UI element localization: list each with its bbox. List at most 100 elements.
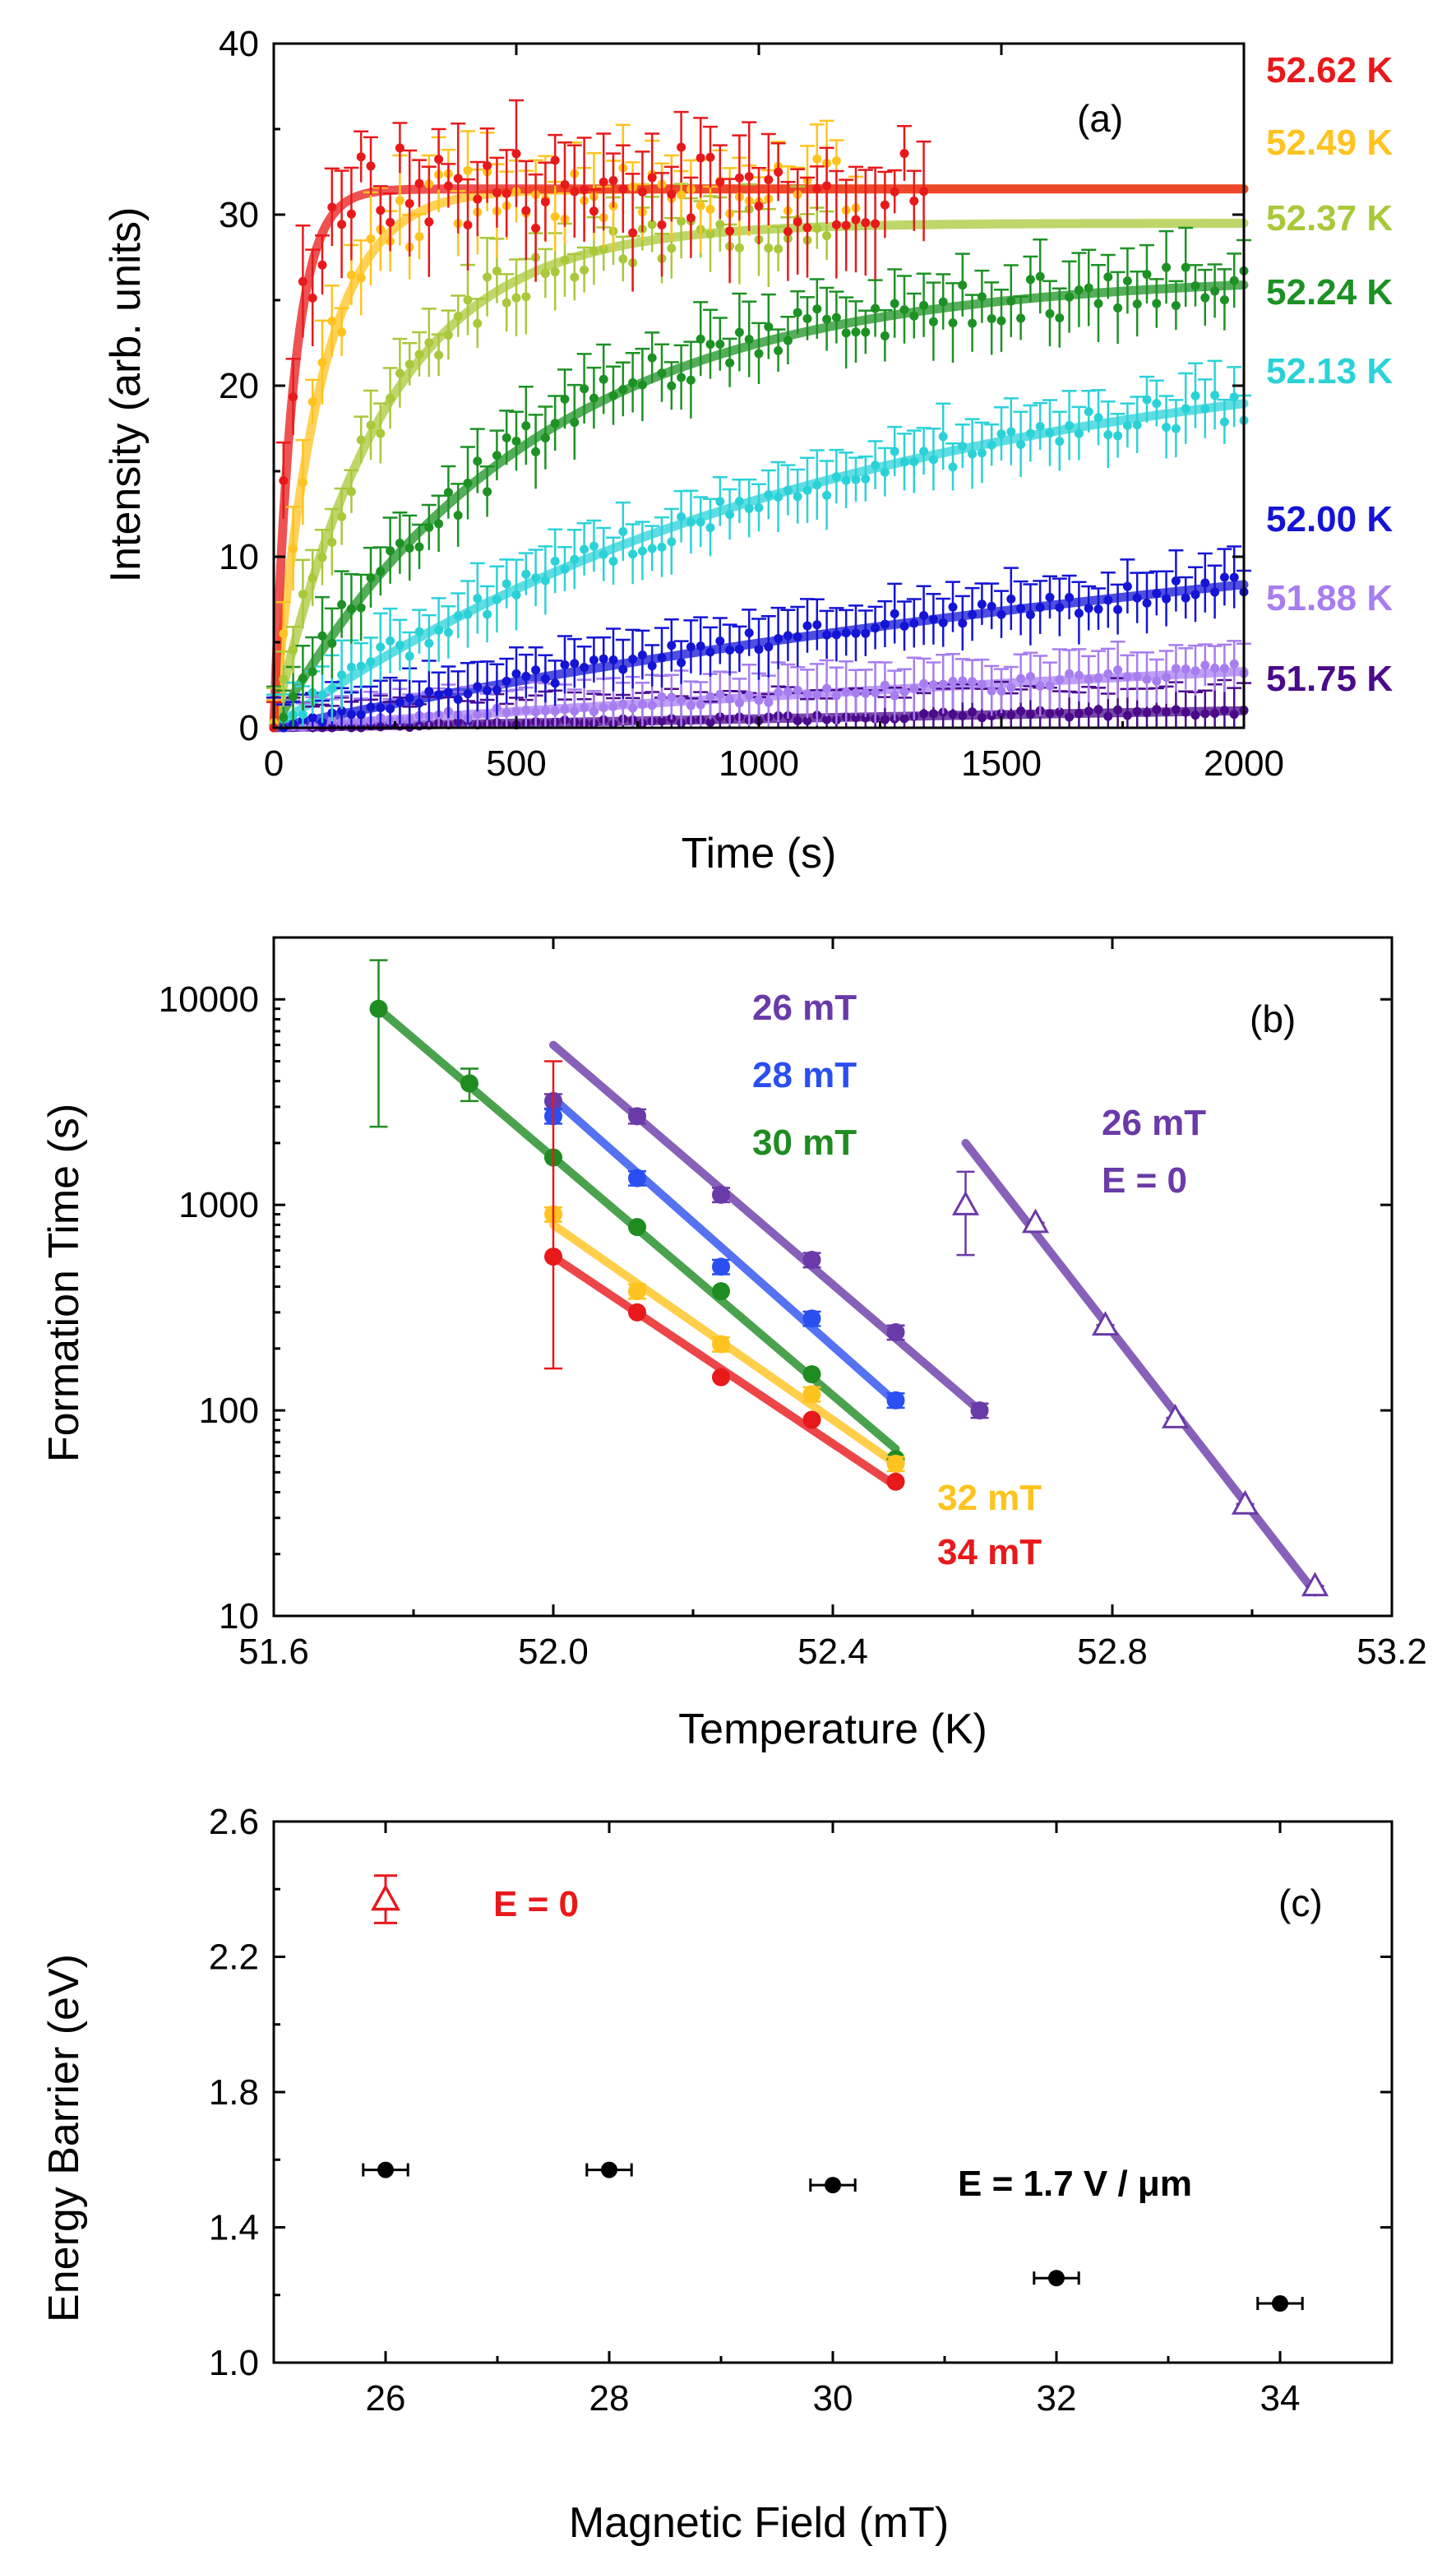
data-point [851,628,861,638]
data-point [395,538,404,548]
data-point [871,461,881,470]
data-point [705,205,715,215]
data-point [443,181,453,191]
data-point [327,683,337,693]
y-tick-label: 40 [219,24,259,64]
data-point [298,590,307,599]
data-point [734,173,744,183]
data-point [1103,595,1113,605]
data-point [346,270,356,280]
data-point [715,712,725,722]
data-point [754,502,764,512]
data-point [647,353,657,363]
data-point [377,2161,394,2178]
data-point [841,687,851,697]
data-point [712,1257,730,1276]
data-point [951,1191,980,1215]
data-point [404,544,414,553]
data-point [628,1169,646,1187]
data-point [1065,669,1075,678]
data-point [570,272,580,282]
data-point [511,437,521,447]
data-point [851,713,861,723]
data-point [987,601,996,611]
data-point [1122,276,1132,286]
data-point [725,510,735,520]
data-point [1132,420,1142,430]
data-point [886,1323,905,1342]
data-point [492,595,502,604]
data-point [1055,603,1065,613]
data-point [996,686,1006,696]
data-point [1219,706,1229,715]
data-point [307,713,317,723]
data-point [1210,286,1220,296]
data-point [812,620,822,630]
data-point [356,710,366,720]
data-point [1074,709,1084,719]
data-point [346,487,356,497]
y-tick-label: 2.6 [209,1802,259,1842]
data-point [958,442,968,451]
data-point [1021,1208,1050,1234]
data-point [483,609,492,619]
data-point [637,546,647,556]
data-point [825,2177,841,2194]
data-point [502,298,511,308]
data-point [414,542,424,552]
data-point [589,393,599,403]
data-point [1113,665,1123,675]
data-point [1229,392,1239,402]
data-point [1016,674,1026,683]
data-point [289,692,298,701]
label-52-49-k: 52.49 K [1266,123,1393,163]
data-point [1122,711,1132,720]
data-point [871,303,881,313]
panel-b-x-axis-title: Temperature (K) [678,1706,987,1753]
data-point [356,273,366,283]
data-point [1132,593,1142,603]
label-28-mt: 28 mT [752,1055,857,1095]
data-point [667,692,677,702]
data-point [851,475,861,484]
data-point [521,569,531,579]
data-point [677,142,686,152]
label-52-37-k: 52.37 K [1266,198,1393,238]
data-point [899,714,909,724]
data-point [677,658,686,668]
data-point [696,517,705,527]
data-point [560,660,570,669]
data-point [996,316,1006,326]
data-point [1113,705,1123,715]
data-point [473,682,483,692]
data-point [1152,299,1162,308]
data-point [414,232,424,242]
data-point [754,349,764,359]
data-point [628,1282,646,1301]
data-point [802,621,812,631]
data-point [386,217,395,227]
data-point [463,295,473,305]
data-point [550,419,560,428]
data-point [404,198,414,208]
data-point [1152,399,1162,409]
data-point [734,497,744,507]
data-point [725,645,735,655]
data-point [754,645,764,655]
y-tick-label: 1.4 [209,2208,259,2248]
data-point [1132,672,1142,682]
x-tick-label: 52.8 [1077,1632,1148,1672]
data-point [434,350,444,360]
data-point [715,220,725,229]
data-point [987,686,996,696]
data-point [1035,603,1045,613]
data-point [337,706,347,715]
data-point [337,327,347,337]
data-point [637,380,647,390]
data-point [712,1335,730,1354]
data-point [861,474,871,484]
data-point [511,706,521,716]
data-point [802,223,812,233]
data-point [443,330,453,340]
data-point [1152,589,1162,599]
